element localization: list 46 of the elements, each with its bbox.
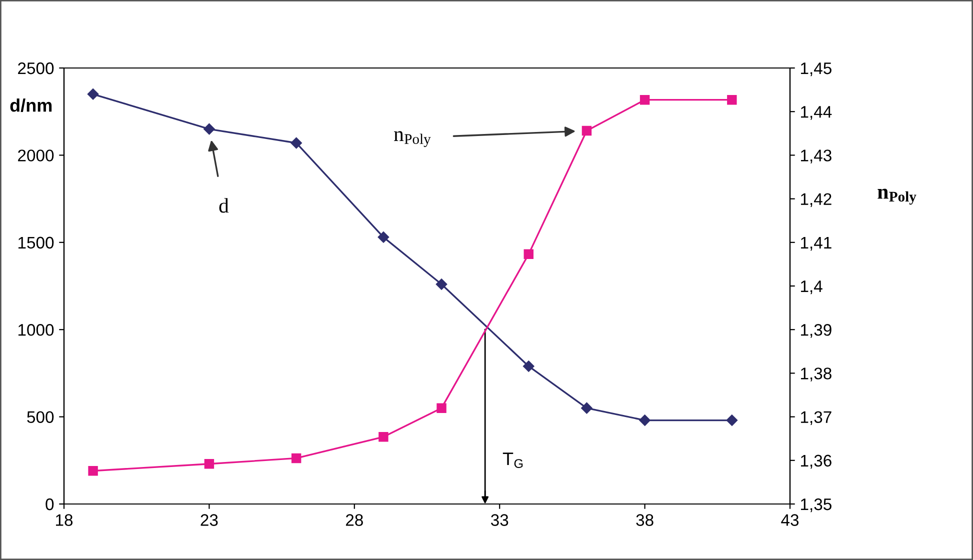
point xyxy=(639,414,650,426)
x-tick-label: 18 xyxy=(56,514,73,526)
point xyxy=(582,126,592,136)
y-tick-label: 0 xyxy=(46,498,54,510)
y-tick-label: 1000 xyxy=(18,324,54,336)
point xyxy=(378,232,390,243)
text: n$_{Poly}$ xyxy=(394,131,431,147)
point xyxy=(640,94,650,105)
y2-tick-label: 1,44 xyxy=(800,106,832,120)
y-tick-label: 1500 xyxy=(18,236,54,249)
point xyxy=(726,414,738,426)
point xyxy=(290,137,302,149)
y2-tick-label: 1,4 xyxy=(800,280,822,294)
y-tick-label: 2000 xyxy=(18,150,54,162)
y-tick-label: 2500 xyxy=(18,62,54,74)
y2-tick-label: 1,37 xyxy=(800,411,832,425)
point xyxy=(88,466,98,476)
ref-line-label: T$_{G}$ xyxy=(502,452,523,468)
y-axis-title: d/nm xyxy=(10,98,52,112)
point xyxy=(524,249,534,260)
point xyxy=(204,123,215,135)
x-tick-label: 28 xyxy=(346,514,363,526)
y2-tick-label: 1,39 xyxy=(800,324,832,338)
x-tick-label: 38 xyxy=(636,514,654,526)
point xyxy=(727,94,737,105)
point xyxy=(523,360,534,372)
y2-axis-title: n$_{Poly}$ xyxy=(878,188,916,205)
point xyxy=(204,459,214,469)
point xyxy=(87,88,99,100)
y2-tick-label: 1,36 xyxy=(800,454,832,469)
x-tick-label: 23 xyxy=(200,514,218,526)
text: d xyxy=(219,198,229,213)
point xyxy=(378,432,388,442)
point xyxy=(436,403,446,413)
y2-tick-label: 1,45 xyxy=(800,62,832,76)
x-tick-label: 43 xyxy=(781,514,799,526)
point xyxy=(581,402,592,414)
y-tick-label: 500 xyxy=(27,411,54,424)
y2-tick-label: 1,43 xyxy=(800,150,832,164)
y2-tick-label: 1,42 xyxy=(800,193,832,207)
x-tick-label: 33 xyxy=(490,514,508,526)
y2-tick-label: 1,35 xyxy=(800,498,832,512)
y2-tick-label: 1,38 xyxy=(800,368,832,382)
point xyxy=(291,453,302,464)
y2-tick-label: 1,41 xyxy=(800,236,832,251)
point xyxy=(436,278,448,290)
